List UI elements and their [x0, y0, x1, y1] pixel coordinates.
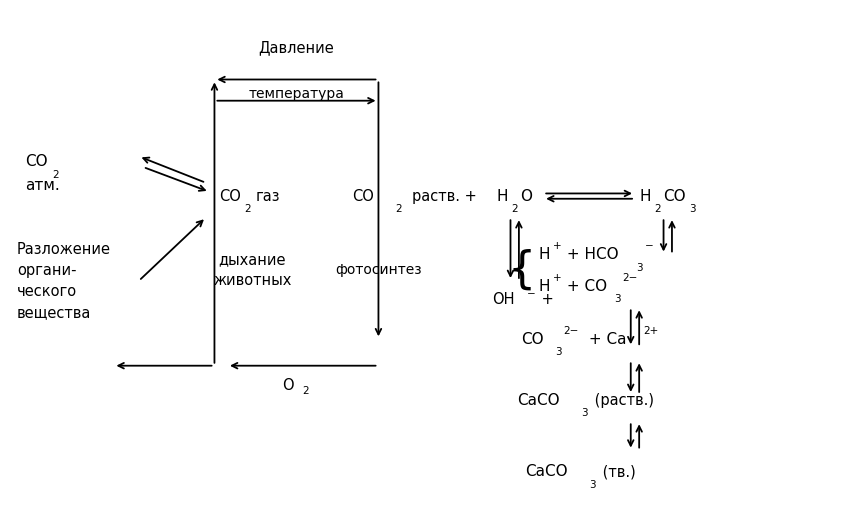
- Text: дыхание: дыхание: [219, 252, 286, 267]
- Text: {: {: [507, 249, 536, 292]
- Text: +: +: [553, 273, 561, 283]
- Text: фотосинтез: фотосинтез: [335, 263, 422, 277]
- Text: 3: 3: [690, 205, 696, 214]
- Text: 2: 2: [52, 170, 59, 180]
- Text: H: H: [538, 247, 550, 262]
- Text: H: H: [538, 279, 550, 294]
- Text: 3: 3: [555, 348, 562, 357]
- Text: O: O: [520, 189, 532, 204]
- Text: 3: 3: [581, 409, 588, 418]
- Text: −: −: [526, 289, 535, 299]
- Text: + HCO: + HCO: [562, 247, 618, 262]
- Text: CO: CO: [25, 154, 48, 169]
- Text: O: O: [283, 378, 294, 393]
- Text: ческого: ческого: [17, 284, 77, 299]
- Text: 3: 3: [590, 480, 596, 490]
- Text: H: H: [496, 189, 508, 204]
- Text: температура: температура: [248, 87, 345, 101]
- Text: атм.: атм.: [25, 178, 60, 193]
- Text: животных: животных: [213, 273, 292, 288]
- Text: (раств.): (раств.): [590, 393, 653, 408]
- Text: раств. +: раств. +: [412, 189, 477, 204]
- Text: CO: CO: [219, 189, 241, 204]
- Text: Разложение: Разложение: [17, 242, 111, 257]
- Text: 2−: 2−: [622, 273, 637, 283]
- Text: CO: CO: [521, 332, 544, 347]
- Text: +: +: [537, 292, 553, 307]
- Text: 3: 3: [636, 263, 643, 272]
- Text: + Ca: + Ca: [584, 332, 627, 347]
- Text: CO: CO: [663, 189, 685, 204]
- Text: (тв.): (тв.): [598, 464, 636, 479]
- Text: 2−: 2−: [563, 326, 579, 336]
- Text: CaCO: CaCO: [526, 464, 569, 479]
- Text: 2: 2: [244, 205, 251, 214]
- Text: 2: 2: [511, 205, 518, 214]
- Text: CO: CO: [352, 189, 374, 204]
- Text: 2: 2: [395, 205, 402, 214]
- Text: 2: 2: [654, 205, 661, 214]
- Text: −: −: [645, 242, 653, 251]
- Text: CaCO: CaCO: [517, 393, 560, 408]
- Text: 2: 2: [303, 386, 309, 396]
- Text: 2+: 2+: [643, 326, 659, 336]
- Text: органи-: органи-: [17, 263, 77, 278]
- Text: вещества: вещества: [17, 305, 91, 320]
- Text: OH: OH: [492, 292, 515, 307]
- Text: H: H: [639, 189, 651, 204]
- Text: +: +: [553, 242, 561, 251]
- Text: + CO: + CO: [562, 279, 607, 294]
- Text: Давление: Давление: [258, 41, 335, 56]
- Text: 3: 3: [614, 295, 621, 304]
- Text: газ: газ: [256, 189, 280, 204]
